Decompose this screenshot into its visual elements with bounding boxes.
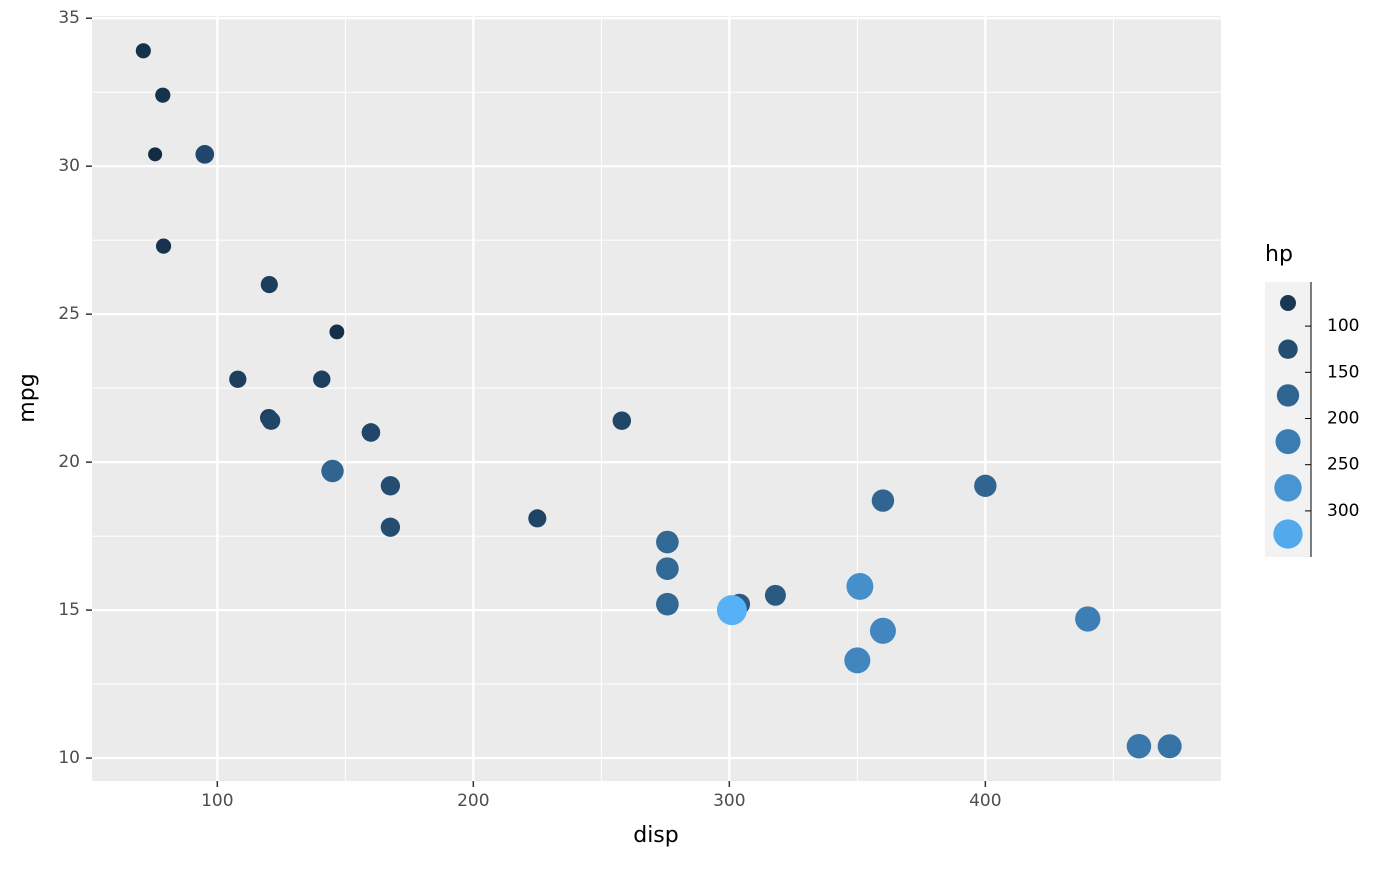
y-tick-label: 25 bbox=[58, 304, 80, 324]
point bbox=[764, 584, 786, 606]
legend-label: 300 bbox=[1327, 501, 1359, 521]
point bbox=[846, 572, 874, 600]
point bbox=[1075, 606, 1101, 632]
point bbox=[612, 411, 632, 430]
point bbox=[361, 423, 381, 442]
legend-title: hp bbox=[1265, 242, 1293, 267]
legend-label: 100 bbox=[1327, 316, 1359, 336]
point bbox=[869, 617, 896, 644]
legend-key bbox=[1276, 384, 1300, 407]
legend-key bbox=[1273, 519, 1303, 549]
point bbox=[313, 370, 331, 388]
x-tick-label: 200 bbox=[457, 791, 489, 811]
legend-key bbox=[1278, 339, 1298, 359]
legend-key bbox=[1280, 295, 1296, 311]
point bbox=[380, 517, 401, 537]
point bbox=[229, 370, 247, 388]
point bbox=[528, 509, 547, 528]
y-axis-title: mpg bbox=[15, 373, 40, 422]
x-tick-label: 400 bbox=[969, 791, 1001, 811]
y-tick-label: 20 bbox=[58, 452, 80, 472]
point bbox=[260, 276, 278, 294]
point bbox=[380, 476, 401, 496]
point bbox=[1157, 734, 1182, 759]
y-tick-label: 35 bbox=[58, 8, 80, 28]
point bbox=[195, 145, 215, 164]
y-tick-label: 15 bbox=[58, 600, 80, 620]
point bbox=[974, 474, 997, 498]
point bbox=[155, 87, 171, 103]
x-axis-title: disp bbox=[633, 823, 679, 848]
point bbox=[656, 530, 679, 554]
y-tick-label: 10 bbox=[58, 748, 80, 768]
legend-key bbox=[1275, 429, 1301, 455]
legend-key bbox=[1274, 474, 1302, 502]
y-tick-label: 30 bbox=[58, 156, 80, 176]
legend-label: 150 bbox=[1327, 362, 1359, 382]
point bbox=[844, 647, 871, 674]
point bbox=[261, 411, 281, 430]
legend-label: 250 bbox=[1327, 455, 1359, 475]
panel-background bbox=[92, 16, 1221, 781]
point bbox=[329, 324, 345, 340]
legend-key-background bbox=[1265, 282, 1311, 557]
point bbox=[716, 595, 747, 626]
x-tick-label: 100 bbox=[201, 791, 233, 811]
point bbox=[656, 557, 679, 581]
point bbox=[155, 238, 172, 254]
point bbox=[321, 459, 344, 483]
legend-label: 200 bbox=[1327, 409, 1359, 429]
point bbox=[871, 489, 895, 512]
point bbox=[1126, 733, 1152, 759]
point bbox=[656, 592, 679, 616]
x-tick-label: 300 bbox=[713, 791, 745, 811]
point bbox=[148, 147, 163, 162]
point bbox=[135, 43, 151, 59]
